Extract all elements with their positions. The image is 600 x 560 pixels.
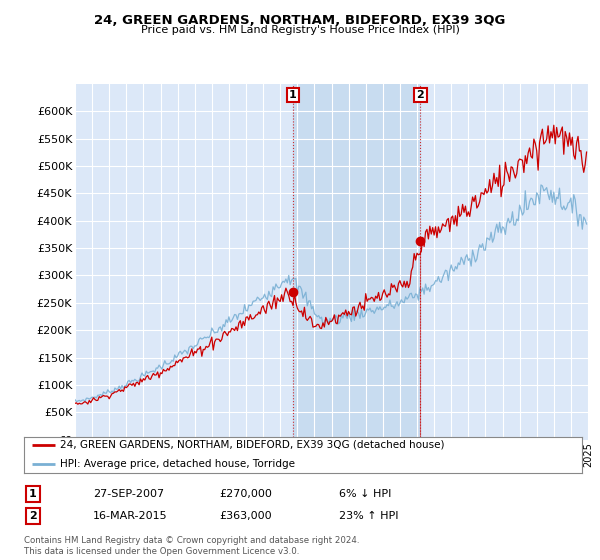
Text: £270,000: £270,000 xyxy=(219,489,272,499)
Text: 1: 1 xyxy=(289,90,297,100)
Text: 2: 2 xyxy=(416,90,424,100)
Text: Contains HM Land Registry data © Crown copyright and database right 2024.
This d: Contains HM Land Registry data © Crown c… xyxy=(24,536,359,556)
Text: HPI: Average price, detached house, Torridge: HPI: Average price, detached house, Torr… xyxy=(60,459,295,469)
Text: Price paid vs. HM Land Registry's House Price Index (HPI): Price paid vs. HM Land Registry's House … xyxy=(140,25,460,35)
Bar xyxy=(293,84,421,440)
Text: 6% ↓ HPI: 6% ↓ HPI xyxy=(339,489,391,499)
Text: 27-SEP-2007: 27-SEP-2007 xyxy=(93,489,164,499)
Text: 24, GREEN GARDENS, NORTHAM, BIDEFORD, EX39 3QG: 24, GREEN GARDENS, NORTHAM, BIDEFORD, EX… xyxy=(94,14,506,27)
Text: 2: 2 xyxy=(29,511,37,521)
Text: 24, GREEN GARDENS, NORTHAM, BIDEFORD, EX39 3QG (detached house): 24, GREEN GARDENS, NORTHAM, BIDEFORD, EX… xyxy=(60,440,445,450)
Text: 23% ↑ HPI: 23% ↑ HPI xyxy=(339,511,398,521)
Text: £363,000: £363,000 xyxy=(219,511,272,521)
Text: 16-MAR-2015: 16-MAR-2015 xyxy=(93,511,167,521)
Text: 1: 1 xyxy=(29,489,37,499)
